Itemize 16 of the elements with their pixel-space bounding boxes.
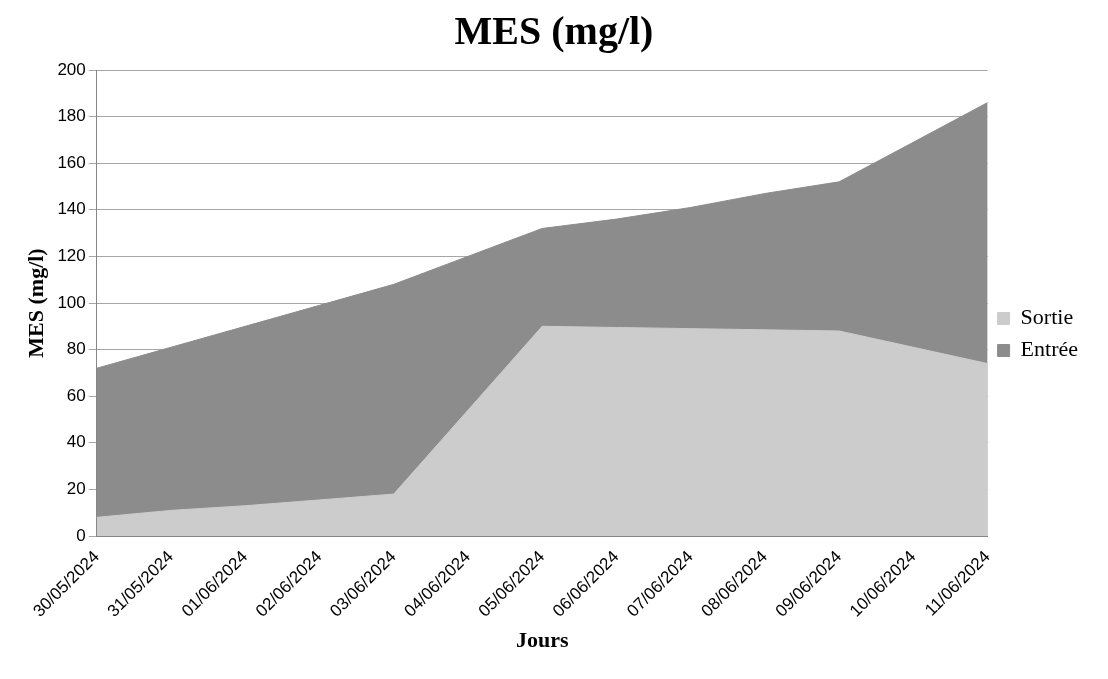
y-tick-label: 60	[66, 385, 86, 405]
y-tick-label: 120	[57, 246, 86, 266]
y-tick-label: 140	[57, 199, 86, 219]
legend-label: Sortie	[1020, 304, 1074, 330]
y-tick-label: 80	[66, 339, 86, 359]
y-tick-label: 180	[57, 106, 86, 126]
y-tick-label: 200	[57, 59, 86, 79]
y-tick-label: 40	[66, 432, 86, 452]
x-axis-title: Jours	[515, 627, 569, 653]
y-tick-label: 100	[57, 292, 86, 312]
chart-title: MES (mg/l)	[454, 8, 654, 54]
y-axis-title: MES (mg/l)	[22, 248, 48, 358]
y-tick-label: 160	[57, 152, 86, 172]
y-tick-label: 0	[76, 525, 86, 545]
legend-label: Entrée	[1020, 336, 1078, 362]
y-tick-label: 20	[66, 479, 86, 499]
